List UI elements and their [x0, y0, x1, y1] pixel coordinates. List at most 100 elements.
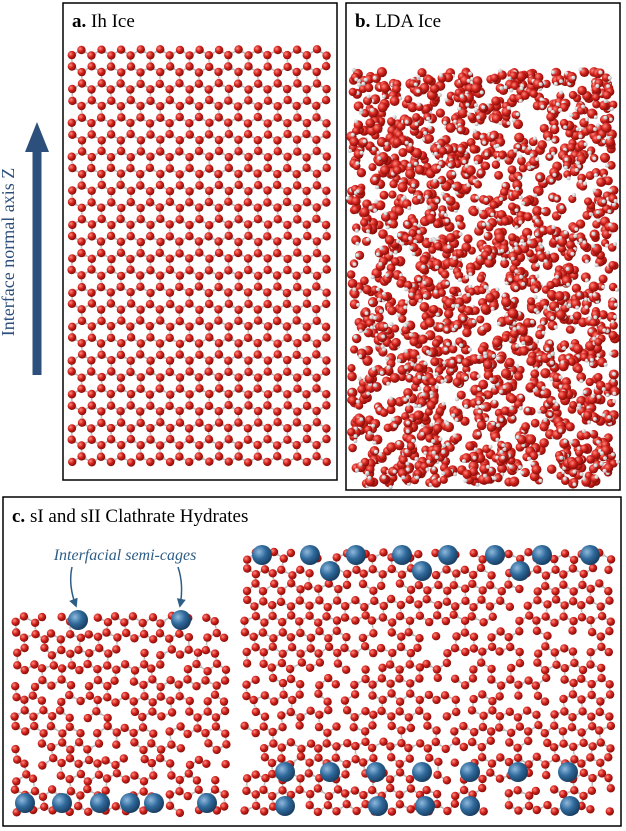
hydrogen	[421, 375, 426, 380]
oxygen	[282, 288, 292, 298]
oxygen	[292, 170, 301, 179]
oxygen	[205, 356, 214, 365]
oxygen	[214, 248, 224, 258]
hydrogen	[543, 417, 548, 422]
oxygen	[303, 231, 312, 241]
oxygen	[67, 299, 77, 308]
oxygen	[302, 163, 311, 173]
oxygen	[117, 316, 126, 325]
oxygen	[302, 198, 312, 207]
oxygen	[244, 51, 253, 60]
hydrogen	[438, 437, 443, 442]
oxygen	[156, 45, 165, 54]
hydrogen	[592, 292, 597, 297]
oxygen	[185, 96, 194, 105]
oxygen	[106, 62, 116, 71]
oxygen	[87, 333, 97, 342]
oxygen	[253, 338, 262, 348]
oxygen	[312, 45, 322, 54]
hydrogen	[602, 328, 607, 333]
hydrogen	[407, 374, 411, 379]
hydrogen	[444, 213, 448, 218]
oxygen	[126, 164, 135, 173]
oxygen	[322, 84, 331, 94]
hydrogen	[408, 236, 413, 241]
hydrogen	[373, 383, 377, 388]
oxygen	[283, 231, 292, 240]
hydrogen	[396, 239, 400, 244]
oxygen	[272, 305, 282, 314]
oxygen	[87, 458, 97, 467]
oxygen	[243, 333, 253, 343]
oxygen	[263, 367, 272, 376]
oxygen	[165, 356, 175, 365]
hydrogen	[353, 335, 358, 339]
hydrogen	[484, 232, 489, 237]
oxygen	[243, 458, 253, 467]
oxygen	[165, 152, 174, 162]
hydrogen	[456, 221, 461, 226]
oxygen	[540, 368, 551, 379]
hydrogen	[530, 319, 535, 324]
oxygen	[525, 434, 537, 445]
oxygen	[469, 144, 479, 154]
oxygen	[224, 163, 233, 173]
oxygen	[283, 265, 292, 275]
oxygen	[97, 407, 106, 416]
hydrogen	[538, 242, 543, 247]
oxygen	[146, 457, 155, 467]
oxygen	[204, 322, 214, 331]
hydrogen	[549, 360, 554, 365]
oxygen	[282, 322, 292, 331]
hydrogen	[496, 321, 501, 326]
oxygen	[389, 372, 400, 383]
oxygen	[302, 186, 311, 196]
oxygen	[273, 45, 282, 55]
hydrogen	[477, 255, 482, 260]
oxygen	[175, 339, 185, 348]
hydrogen	[474, 103, 478, 108]
oxygen	[379, 165, 391, 176]
oxygen	[87, 96, 97, 105]
oxygen	[302, 85, 311, 94]
hydrogen	[408, 332, 413, 337]
oxygen	[292, 316, 301, 325]
oxygen	[165, 333, 174, 343]
oxygen	[175, 68, 184, 77]
oxygen	[77, 147, 87, 156]
hydrogen	[359, 417, 364, 422]
oxygen	[272, 180, 282, 190]
oxygen	[97, 67, 106, 77]
oxygen	[146, 333, 155, 342]
hydrogen	[498, 389, 503, 394]
oxygen	[440, 270, 450, 279]
oxygen	[136, 339, 145, 348]
oxygen	[224, 356, 233, 365]
oxygen	[97, 271, 106, 280]
oxygen	[253, 215, 263, 224]
oxygen	[312, 384, 321, 393]
hydrogen	[613, 242, 618, 247]
hydrogen	[355, 241, 360, 246]
hydrogen	[372, 75, 377, 80]
oxygen	[214, 305, 223, 314]
oxygen	[273, 169, 282, 179]
oxygen	[292, 305, 301, 314]
oxygen	[224, 96, 233, 105]
oxygen	[146, 51, 155, 60]
oxygen	[77, 45, 86, 55]
hydrogen	[433, 289, 438, 294]
hydrogen	[372, 315, 377, 320]
oxygen	[224, 152, 233, 162]
hydrogen	[490, 306, 495, 311]
oxygen	[77, 136, 87, 145]
oxygen	[87, 288, 96, 297]
oxygen	[67, 152, 76, 161]
oxygen	[175, 384, 185, 393]
hydrogen	[535, 274, 540, 279]
hydrogen	[354, 77, 359, 82]
hydrogen	[535, 339, 540, 344]
hydrogen	[540, 104, 545, 109]
oxygen	[156, 135, 165, 144]
